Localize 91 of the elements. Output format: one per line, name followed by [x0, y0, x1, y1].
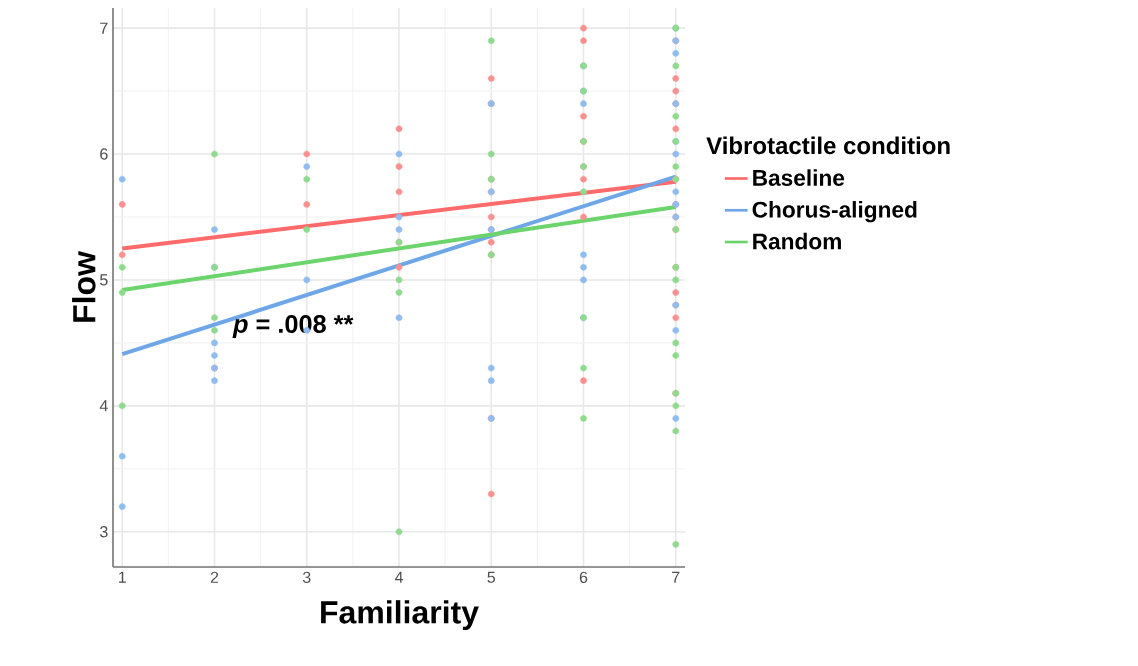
point — [672, 314, 680, 322]
x-tick-label: 3 — [302, 571, 311, 584]
legend-label: Random — [753, 232, 841, 250]
point — [211, 377, 218, 384]
point — [395, 314, 403, 322]
point — [395, 528, 403, 536]
x-tick-label: 6 — [579, 571, 588, 584]
point — [580, 175, 587, 183]
point — [672, 188, 680, 196]
point — [487, 490, 495, 498]
point — [580, 251, 587, 259]
point — [487, 75, 495, 82]
x-tick-label: 2 — [210, 571, 219, 583]
point — [211, 352, 218, 359]
point — [672, 402, 680, 410]
point — [580, 188, 587, 196]
point — [395, 226, 403, 233]
point — [395, 289, 403, 296]
point — [118, 264, 126, 271]
point — [303, 201, 311, 208]
point — [395, 125, 403, 133]
point — [672, 339, 680, 347]
point — [303, 276, 311, 284]
point — [211, 314, 218, 322]
x-tick-label: 7 — [672, 571, 680, 583]
point — [487, 238, 495, 246]
point — [487, 213, 495, 221]
point — [303, 150, 311, 158]
legend-label: Chorus-aligned — [752, 201, 917, 223]
y-tick-label: 5 — [100, 274, 108, 286]
annotation: p = .008 ** — [232, 315, 354, 338]
point — [303, 163, 311, 170]
point — [580, 213, 587, 221]
point — [672, 352, 680, 359]
y-tick-label: 4 — [99, 400, 108, 412]
point — [395, 213, 403, 221]
x-tick-label: 1 — [119, 571, 126, 583]
point — [118, 452, 126, 460]
legend-label: Baseline — [753, 169, 845, 186]
point — [672, 87, 680, 95]
point — [487, 364, 495, 372]
point — [672, 289, 680, 296]
point — [118, 175, 126, 183]
point — [580, 100, 587, 108]
x-axis-title: Familiarity — [321, 600, 479, 631]
point — [303, 226, 311, 233]
point — [580, 112, 587, 120]
point — [672, 112, 680, 120]
point — [580, 264, 587, 271]
point — [118, 251, 126, 259]
point — [118, 503, 126, 510]
point — [672, 62, 680, 70]
point — [580, 276, 587, 284]
x-tick-label: 4 — [394, 571, 403, 583]
y-tick-label: 6 — [100, 148, 108, 160]
point — [395, 276, 403, 284]
point — [580, 377, 587, 384]
point — [672, 326, 680, 334]
point — [211, 326, 218, 334]
point — [118, 402, 126, 410]
point — [395, 150, 403, 158]
point — [672, 427, 680, 435]
point — [672, 125, 680, 133]
point — [580, 24, 587, 32]
y-axis-title: Flow — [72, 250, 96, 322]
point — [118, 201, 126, 208]
point — [672, 75, 680, 82]
point — [395, 188, 403, 196]
point — [118, 289, 126, 296]
point — [580, 364, 587, 372]
point — [487, 37, 495, 45]
point — [672, 163, 680, 170]
point — [672, 540, 680, 548]
y-tick-label: 3 — [100, 526, 108, 538]
point — [580, 415, 587, 422]
point — [487, 150, 495, 158]
point — [211, 339, 218, 347]
point — [395, 163, 403, 170]
point — [303, 175, 311, 183]
point — [211, 150, 218, 158]
point — [487, 377, 495, 384]
point — [672, 276, 680, 284]
point — [672, 49, 680, 57]
point — [211, 226, 218, 233]
x-tick-label: 5 — [487, 571, 496, 583]
point — [672, 150, 680, 158]
y-tick-label: 7 — [100, 22, 108, 34]
point — [395, 264, 403, 271]
point — [580, 37, 587, 45]
point — [672, 415, 680, 422]
legend-title: Vibrotactile condition — [706, 136, 950, 155]
